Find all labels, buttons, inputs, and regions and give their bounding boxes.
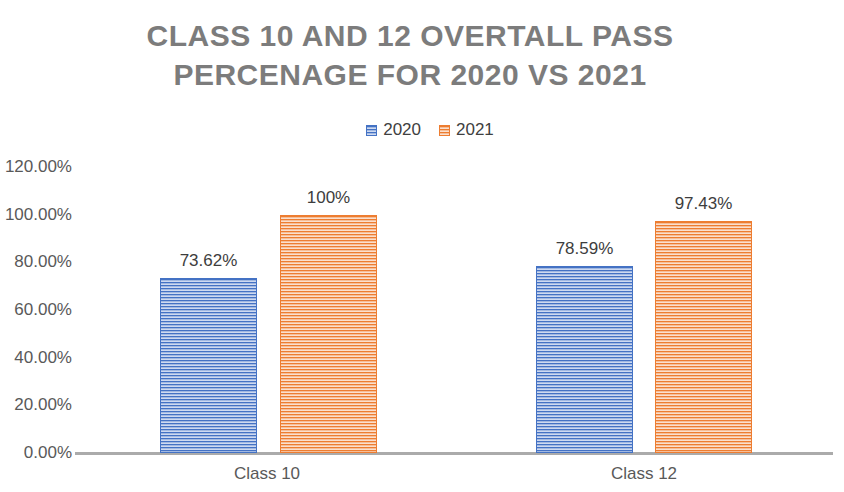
bar-class12-2020: 78.59%: [536, 266, 633, 453]
data-label-class10-2021: 100%: [307, 188, 350, 208]
y-axis-tick-label: 80.00%: [0, 251, 72, 273]
category-label-class10: Class 10: [197, 464, 337, 484]
legend-swatch-2020-icon: [366, 125, 377, 136]
y-axis-tick-label: 0.00%: [0, 442, 72, 464]
legend-swatch-2021-icon: [439, 125, 450, 136]
bar-class10-2021: 100%: [280, 215, 377, 453]
y-axis-tick-label: 100.00%: [0, 204, 72, 226]
bar-class10-2020: 73.62%: [160, 278, 257, 453]
legend-item-2021: 2021: [439, 120, 494, 140]
chart-title-line-1: CLASS 10 AND 12 OVERTALL PASS: [70, 16, 750, 55]
y-axis-tick-label: 40.00%: [0, 347, 72, 369]
y-axis-tick-label: 60.00%: [0, 299, 72, 321]
data-label-class10-2020: 73.62%: [180, 251, 238, 271]
bar-class12-2021: 97.43%: [655, 221, 752, 453]
y-axis-tick-label: 120.00%: [0, 156, 72, 178]
legend: 2020 2021: [8, 120, 844, 140]
data-label-class12-2020: 78.59%: [556, 239, 614, 259]
legend-label-2021: 2021: [456, 120, 494, 140]
bar-chart: CLASS 10 AND 12 OVERTALL PASS PERCENAGE …: [0, 0, 844, 492]
y-axis-tick-label: 20.00%: [0, 394, 72, 416]
chart-title: CLASS 10 AND 12 OVERTALL PASS PERCENAGE …: [70, 16, 750, 94]
legend-item-2020: 2020: [366, 120, 421, 140]
category-label-class12: Class 12: [574, 464, 714, 484]
legend-label-2020: 2020: [383, 120, 421, 140]
data-label-class12-2021: 97.43%: [675, 194, 733, 214]
chart-title-line-2: PERCENAGE FOR 2020 VS 2021: [70, 55, 750, 94]
